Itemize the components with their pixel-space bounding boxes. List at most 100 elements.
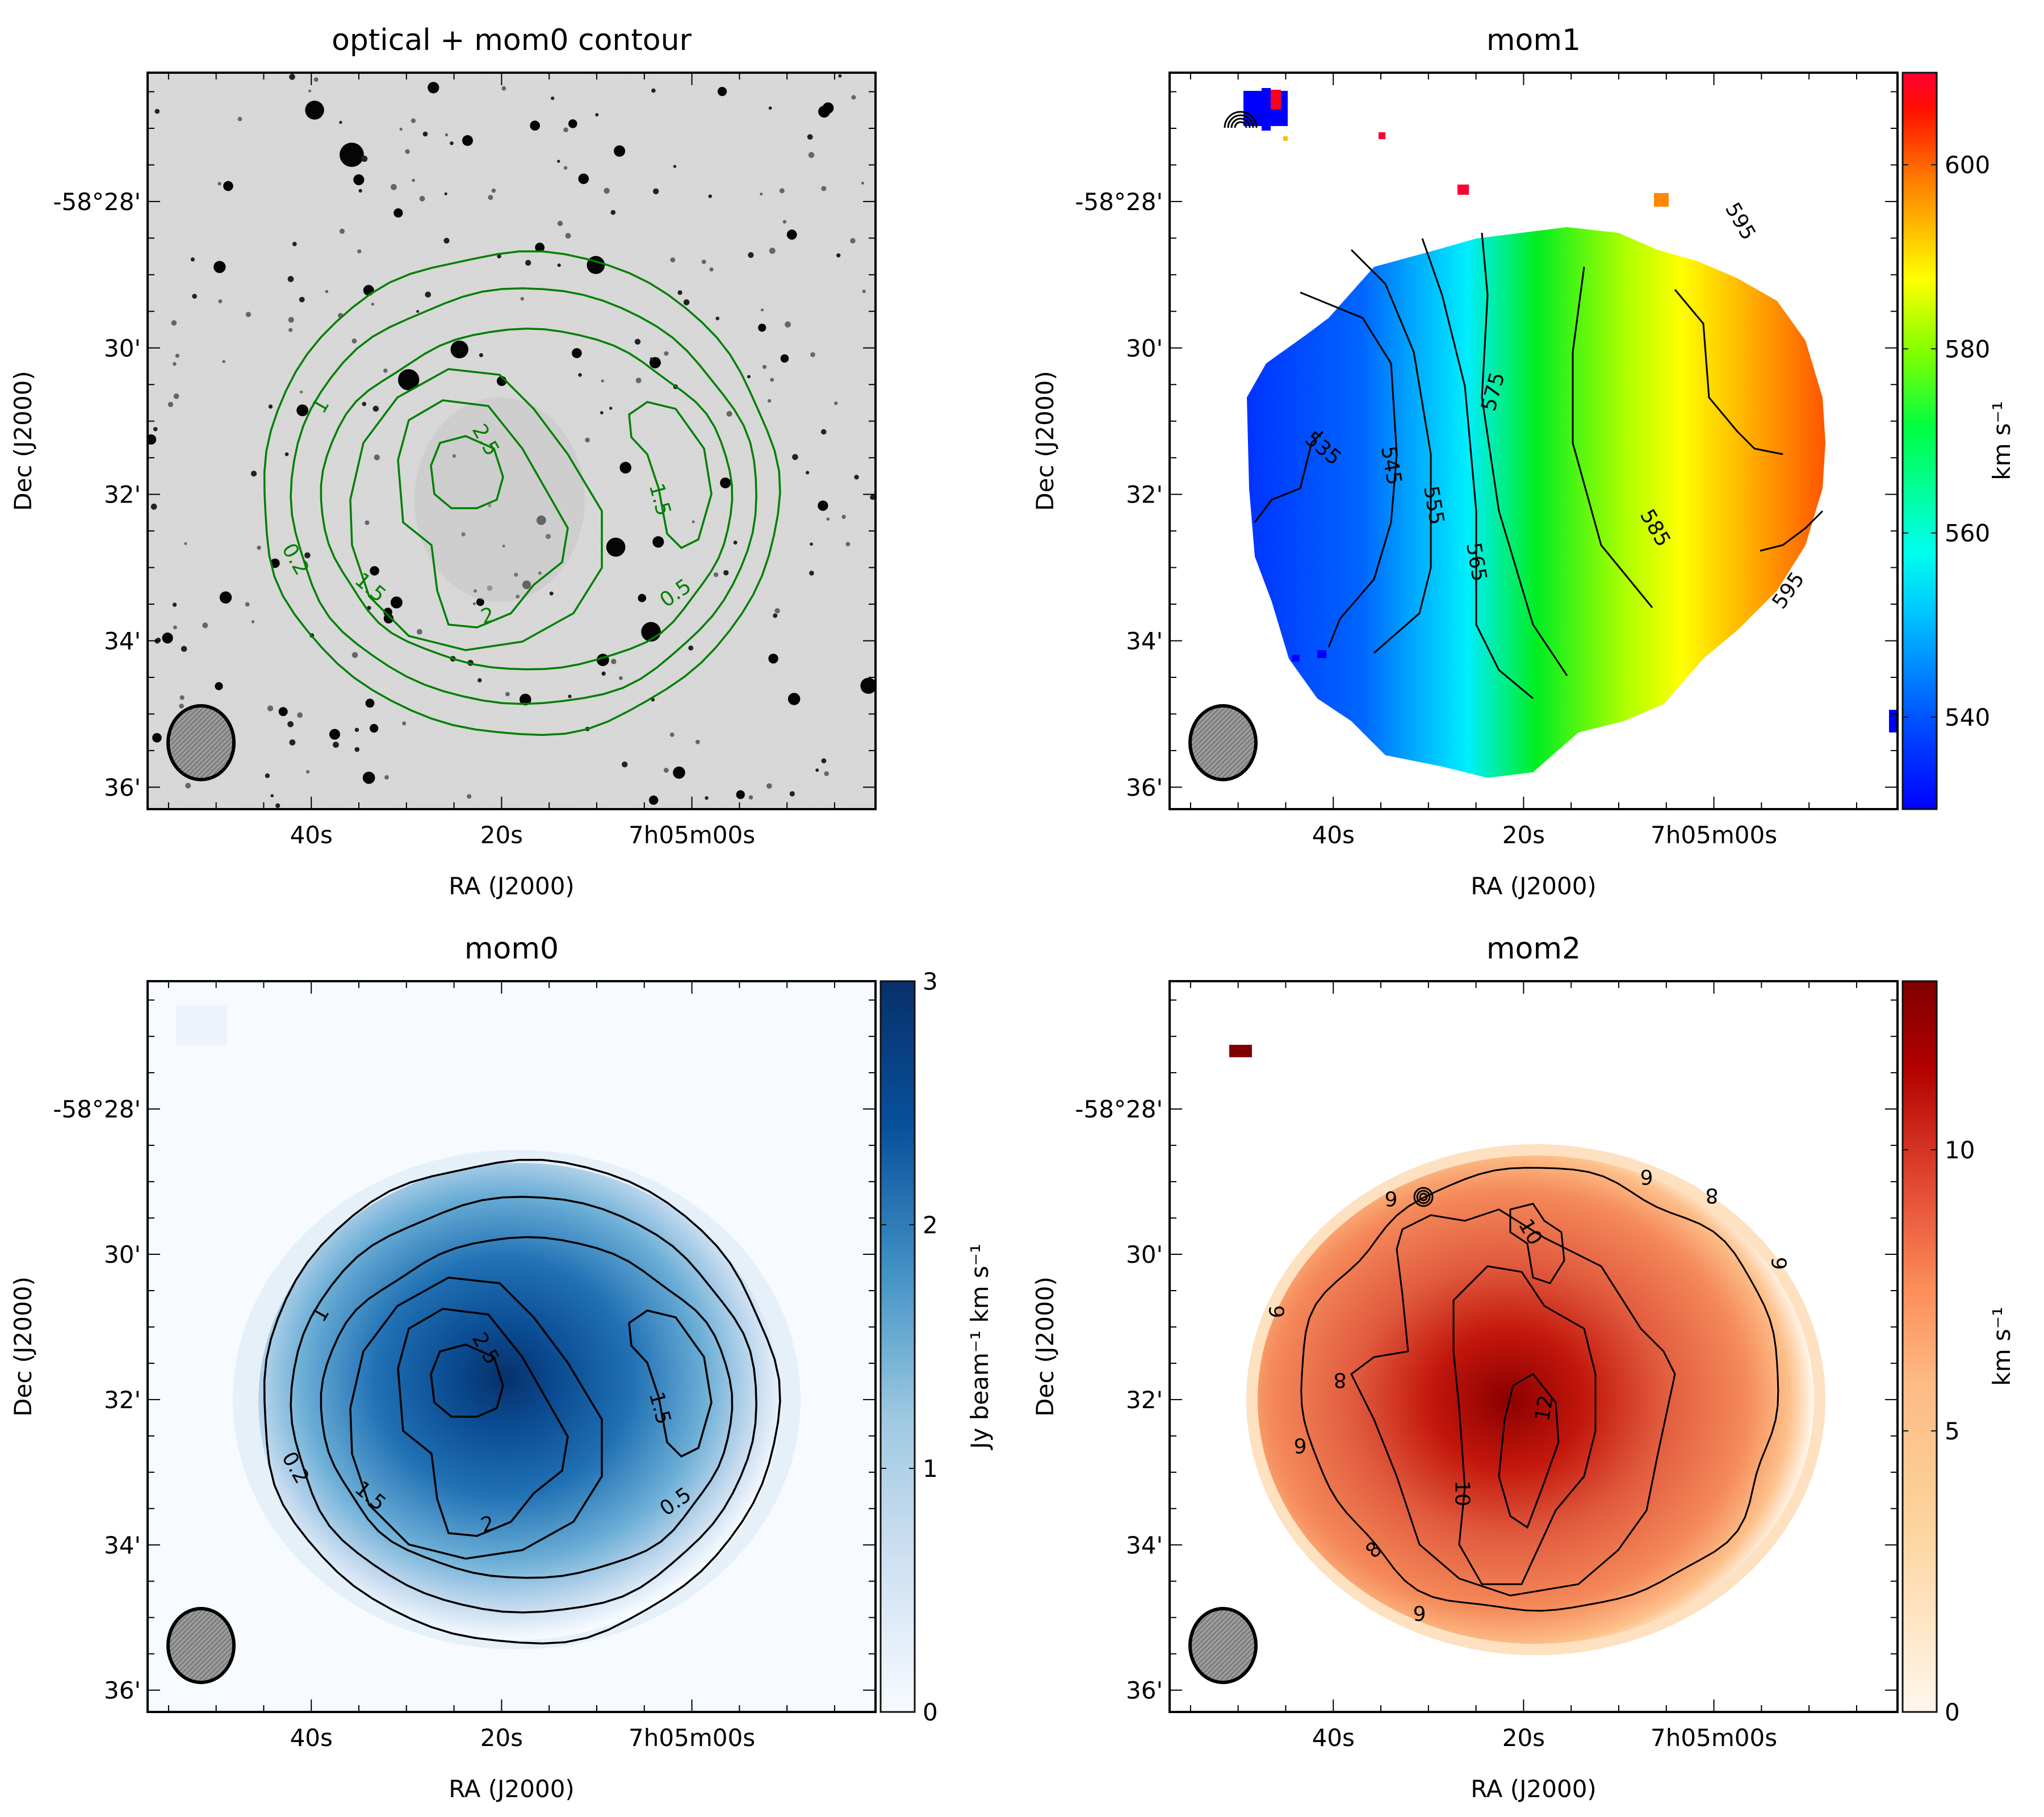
y-tick-label: 34' [1126,627,1163,655]
y-tick-label: 30' [1126,1241,1163,1268]
star [535,242,545,253]
star [505,692,510,697]
axes-mom1: -58°28' 30' 32' 34' 36' 40s 20s 7h05m00s RA (J20… [1031,72,1899,900]
star [162,633,173,644]
star [393,208,403,218]
y-tick-label: 36' [104,773,141,801]
contour-label: 12 [1531,1393,1558,1423]
star [417,629,422,635]
panel-title: mom0 [464,932,559,966]
colorbar-tick-label: 0 [1945,1698,1960,1726]
star [467,794,472,799]
contour-line [430,435,504,509]
contour-line [1300,291,1398,648]
star [289,739,296,746]
star [810,352,815,357]
star [473,602,476,605]
star [181,646,187,652]
star [185,782,191,789]
star [491,189,496,193]
star [428,82,439,94]
star [862,290,866,294]
y-axis-label: Dec (J2000) [9,371,37,511]
plot-frame [1168,980,1899,1713]
star [237,116,242,122]
y-tick-label: 30' [104,334,141,362]
contour-label: 6 [1640,1165,1653,1188]
y-tick-label: 36' [104,1677,141,1705]
contour-line [1452,1265,1597,1585]
star [362,401,367,407]
star [826,517,830,521]
contour-line [320,327,734,671]
contour-line [1254,430,1324,523]
star [789,791,795,797]
star [663,768,669,773]
star [192,294,197,299]
star [709,267,714,272]
contour-line [1350,249,1432,654]
x-tick-label: 7h05m00s [629,821,755,849]
star [357,249,362,254]
star [606,537,626,557]
star [808,152,815,158]
contour-line [1498,1373,1560,1529]
star [419,195,425,202]
mom0-image: 0.20.511.51.522.5 [148,981,876,1712]
star [257,545,261,550]
star [422,131,428,137]
star [289,74,295,80]
star [578,373,582,377]
star [610,210,616,215]
y-axis-label: Dec (J2000) [1031,371,1059,511]
noise-blob [1229,1045,1252,1057]
colorbar [1901,980,1938,1713]
colorbar-label: km s⁻¹ [1988,1307,2016,1385]
star [478,678,482,683]
contour-line [1509,1203,1565,1284]
star [600,411,604,415]
star [354,747,360,752]
star [792,454,798,460]
star [476,598,484,606]
contour-line [1413,1187,1434,1207]
star [268,404,273,409]
star [179,695,185,700]
star [530,120,540,131]
star [353,174,365,186]
contour-label: 6 [1413,1601,1426,1625]
star [304,552,311,559]
star [713,572,719,577]
contour-line [263,1158,781,1645]
star [278,707,288,717]
y-tick-label: 34' [104,1531,141,1559]
star [595,113,599,117]
colorbar-tick-label: 600 [1945,151,1990,179]
star [635,378,642,383]
colorbar-tick-label: 3 [923,968,938,995]
star [563,166,568,170]
star [604,187,610,194]
star [807,134,813,140]
star [854,475,859,480]
star [705,796,709,800]
star [175,353,179,358]
star [551,97,555,101]
star [563,127,568,132]
contour-line [1300,1167,1779,1612]
star [821,186,827,191]
star [297,712,303,718]
star [822,102,834,114]
star [820,429,827,435]
contour-line [290,287,757,705]
y-tick-label: 32' [104,1386,141,1414]
star [443,237,450,244]
star [267,705,274,711]
colorbar-ticks: 0 1 2 3 [881,968,938,1726]
contour-line [1416,1190,1431,1204]
axes-optical-mom0-contour: -58°28' 30' 32' 34' 36' 40s 20s 7h05m00s RA (J20… [9,72,877,900]
star [677,290,682,295]
